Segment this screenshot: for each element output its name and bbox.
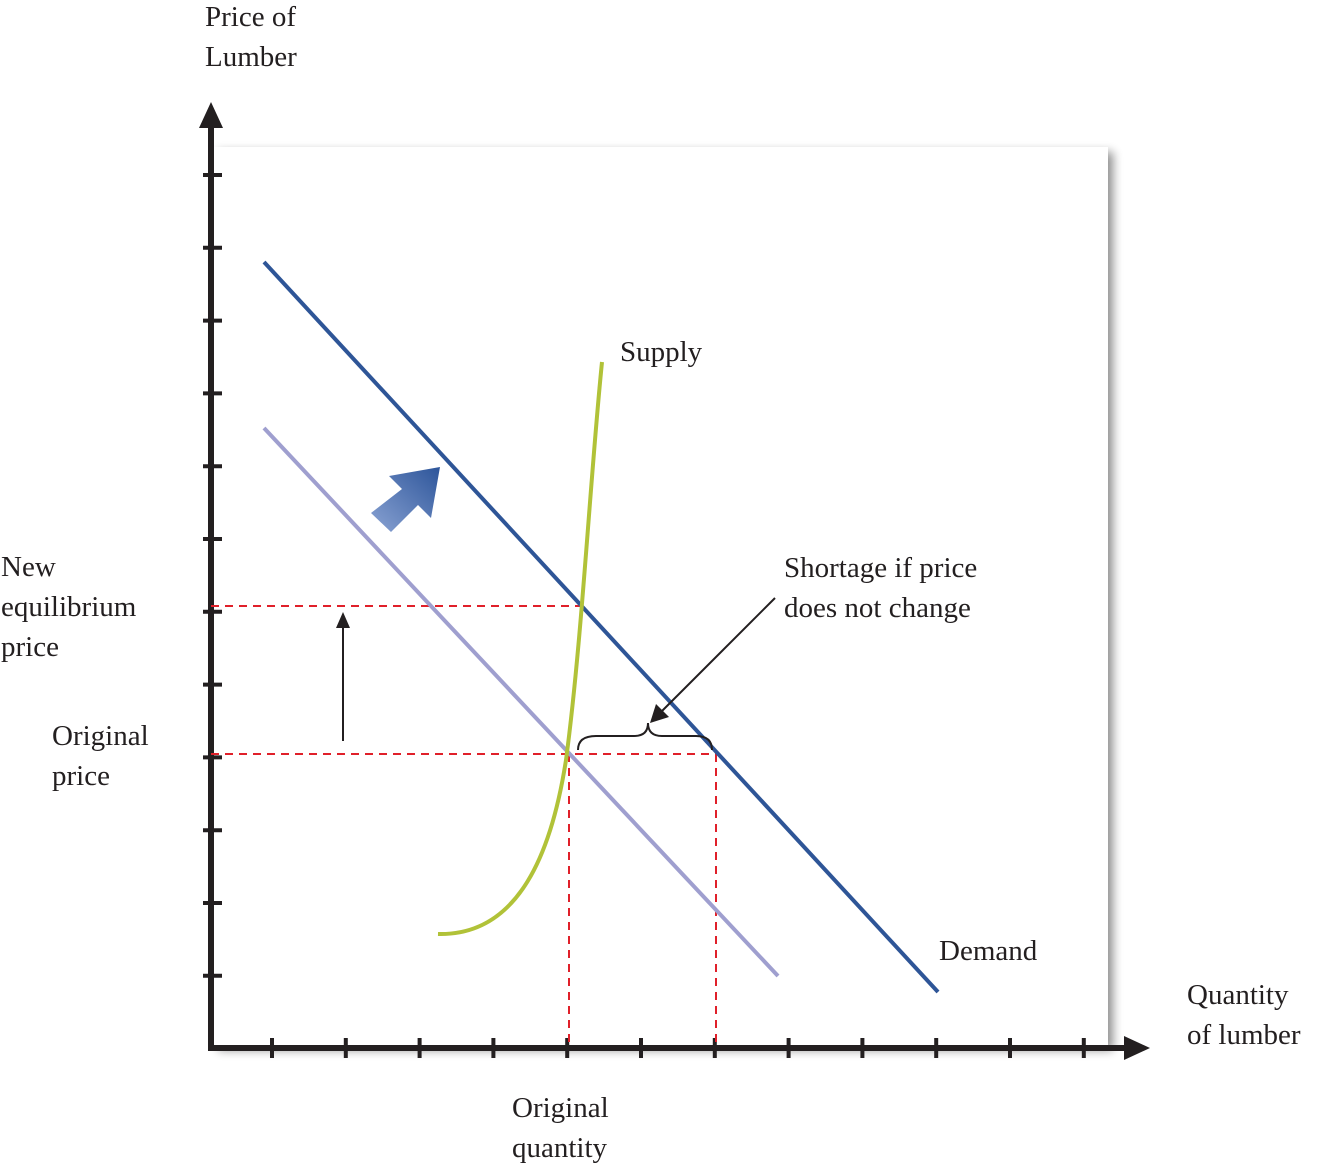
supply-curve: [437, 361, 604, 937]
shortage-pointer-head: [650, 704, 669, 723]
plot-panel: [213, 147, 1108, 1045]
y-axis-arrowhead: [199, 102, 223, 128]
original-demand-line: [262, 426, 780, 978]
original-price-label: Original price: [52, 720, 149, 792]
new-demand-line: [262, 260, 940, 994]
original-quantity-label: Original quantity: [512, 1092, 609, 1164]
guide-lines: [211, 605, 717, 1048]
x-axis-ticks: [270, 1038, 1086, 1058]
axes: [208, 126, 1128, 1051]
new-equilibrium-price-label: New equilibrium price: [1, 551, 137, 663]
x-axis-title: Quantity of lumber: [1187, 979, 1301, 1051]
supply-label: Supply: [620, 336, 703, 368]
x-axis-arrowhead: [1124, 1036, 1150, 1060]
shortage-brace: [577, 722, 713, 751]
y-axis-ticks: [203, 173, 222, 978]
shortage-annotation: Shortage if price does not change: [784, 552, 978, 624]
shortage-pointer: [661, 597, 776, 712]
price-increase-arrowhead: [336, 612, 350, 628]
demand-label: Demand: [939, 935, 1038, 967]
demand-shift-arrow: [371, 467, 440, 532]
y-axis-title: Price of Lumber: [205, 1, 297, 73]
